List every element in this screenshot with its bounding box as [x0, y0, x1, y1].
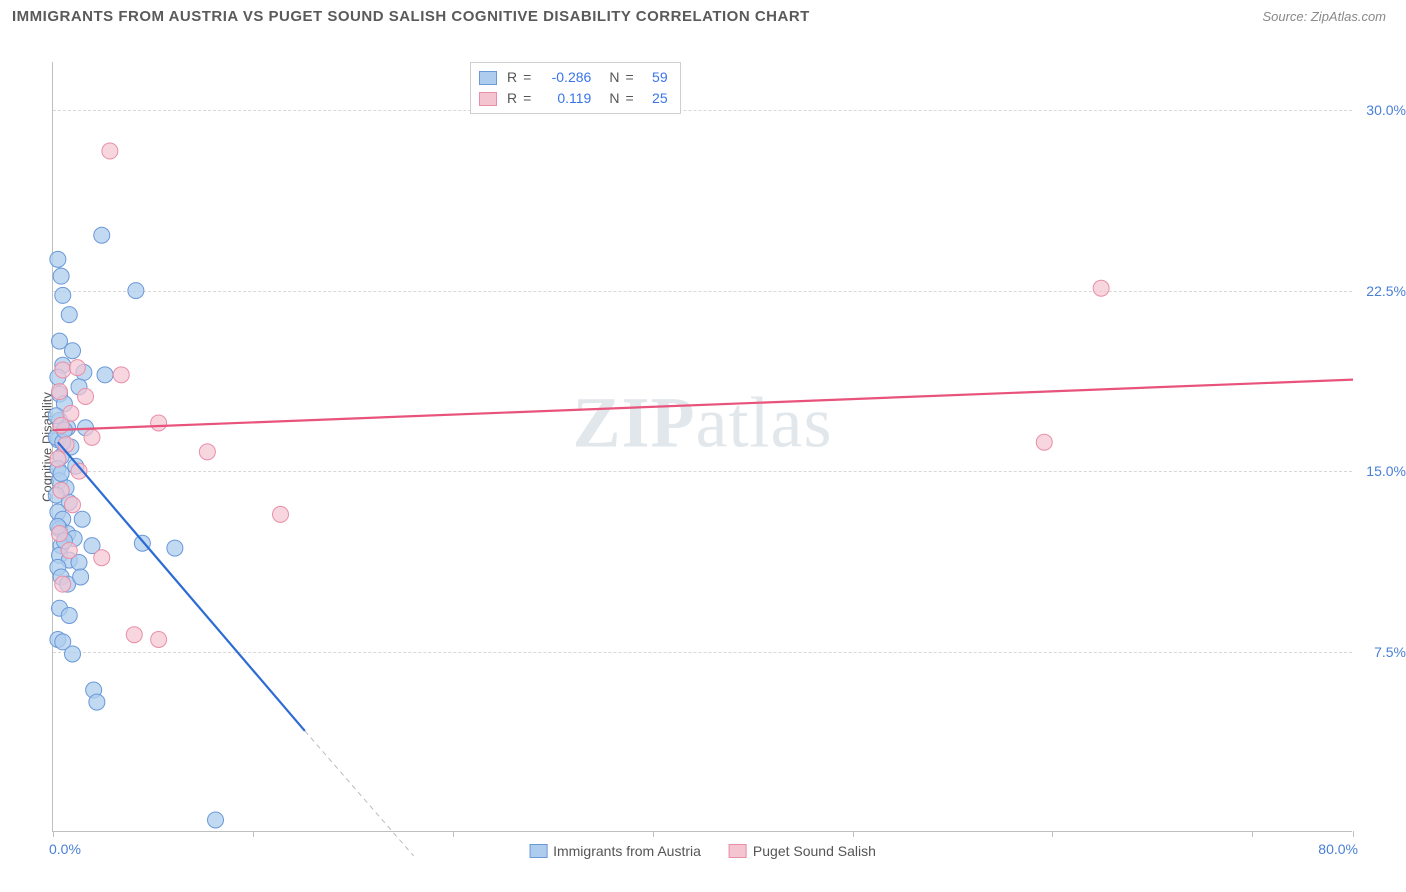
scatter-point [55, 362, 71, 378]
x-tick-mark [1252, 831, 1253, 837]
scatter-point [128, 283, 144, 299]
x-tick-mark [1052, 831, 1053, 837]
legend-item: Puget Sound Salish [729, 843, 876, 859]
legend-swatch [479, 71, 497, 85]
scatter-point [78, 388, 94, 404]
scatter-point [199, 444, 215, 460]
scatter-point [55, 287, 71, 303]
legend-label: Puget Sound Salish [753, 843, 876, 859]
scatter-point [65, 343, 81, 359]
scatter-point [208, 812, 224, 828]
scatter-point [94, 227, 110, 243]
y-tick-label: 22.5% [1356, 283, 1406, 299]
stats-row: R=-0.286N=59 [479, 67, 668, 88]
x-tick-mark [253, 831, 254, 837]
trend-line [53, 380, 1353, 431]
scatter-point [74, 511, 90, 527]
scatter-point [84, 429, 100, 445]
scatter-point [1093, 280, 1109, 296]
scatter-point [52, 384, 68, 400]
scatter-point [55, 576, 71, 592]
scatter-point [151, 632, 167, 648]
scatter-point [61, 307, 77, 323]
x-tick-mark [453, 831, 454, 837]
x-tick-mark [853, 831, 854, 837]
scatter-point [94, 550, 110, 566]
chart-title: IMMIGRANTS FROM AUSTRIA VS PUGET SOUND S… [12, 8, 810, 25]
trend-line-extension [305, 731, 414, 856]
source-label: Source: ZipAtlas.com [1262, 9, 1386, 24]
scatter-point [151, 415, 167, 431]
x-tick-mark [1353, 831, 1354, 837]
scatter-point [65, 497, 81, 513]
bottom-legend: Immigrants from Austria Puget Sound Salis… [529, 843, 876, 859]
x-tick-mark [53, 831, 54, 837]
scatter-point [53, 482, 69, 498]
legend-swatch [479, 92, 497, 106]
scatter-point [53, 268, 69, 284]
scatter-point [273, 506, 289, 522]
scatter-point [113, 367, 129, 383]
stats-legend-box: R=-0.286N=59R=0.119N=25 [470, 62, 681, 114]
scatter-point [102, 143, 118, 159]
legend-item: Immigrants from Austria [529, 843, 701, 859]
y-tick-label: 7.5% [1356, 644, 1406, 660]
y-tick-label: 15.0% [1356, 463, 1406, 479]
scatter-point [53, 465, 69, 481]
scatter-point [69, 360, 85, 376]
scatter-point [167, 540, 183, 556]
scatter-point [126, 627, 142, 643]
legend-swatch [529, 844, 547, 858]
scatter-point [1036, 434, 1052, 450]
scatter-point [50, 251, 66, 267]
legend-label: Immigrants from Austria [553, 843, 701, 859]
x-axis-max-label: 80.0% [1318, 841, 1358, 857]
scatter-svg [53, 62, 1352, 831]
stats-row: R=0.119N=25 [479, 88, 668, 109]
chart-container: Cognitive Disability ZIPatlas 7.5%15.0%2… [12, 34, 1392, 854]
x-axis-min-label: 0.0% [49, 841, 81, 857]
scatter-point [65, 646, 81, 662]
x-tick-mark [653, 831, 654, 837]
scatter-point [73, 569, 89, 585]
y-tick-label: 30.0% [1356, 102, 1406, 118]
scatter-point [97, 367, 113, 383]
plot-area: Cognitive Disability ZIPatlas 7.5%15.0%2… [52, 62, 1352, 832]
scatter-point [61, 542, 77, 558]
scatter-point [52, 526, 68, 542]
scatter-point [61, 607, 77, 623]
scatter-point [89, 694, 105, 710]
scatter-point [50, 451, 66, 467]
legend-swatch [729, 844, 747, 858]
